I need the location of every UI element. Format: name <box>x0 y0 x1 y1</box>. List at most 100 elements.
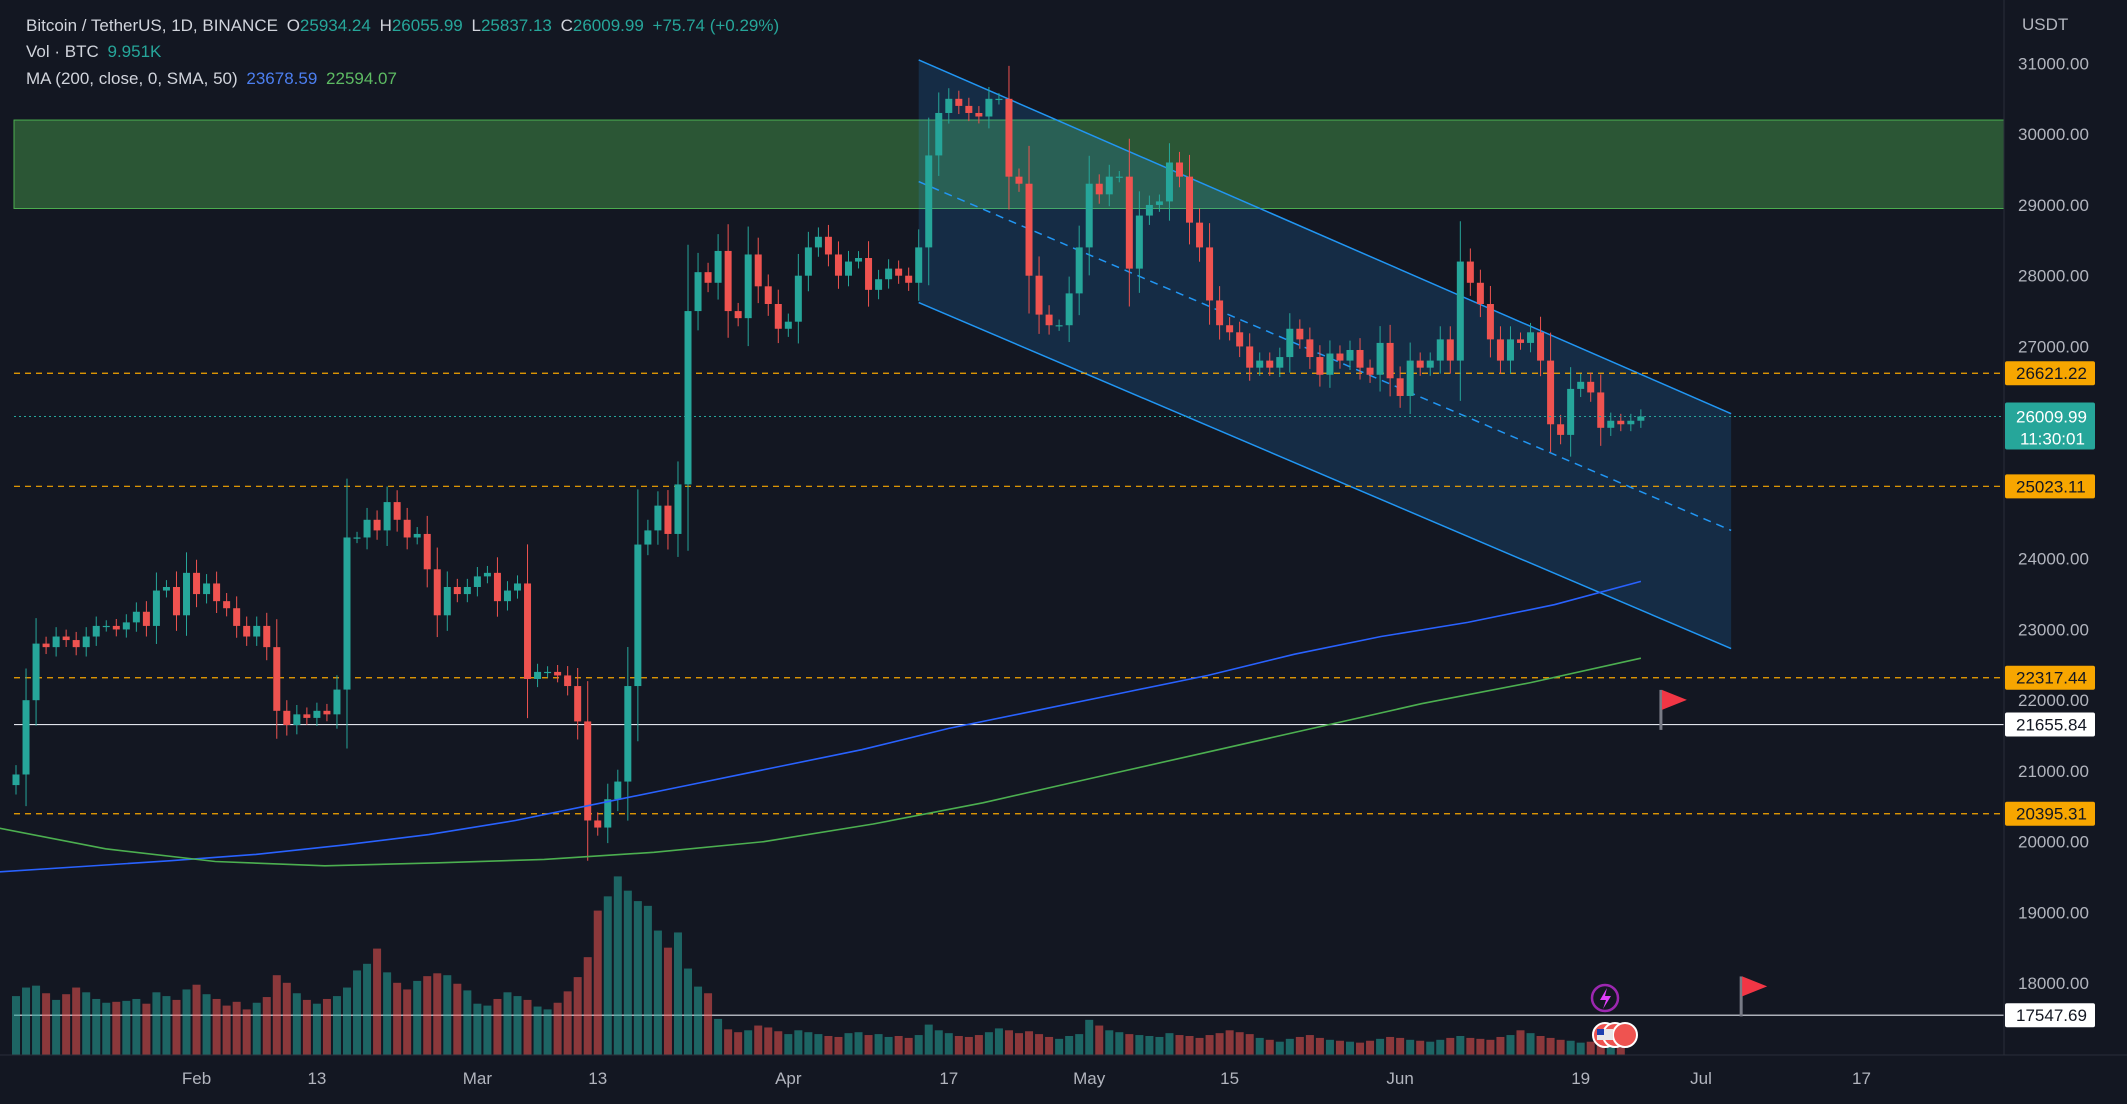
candle[interactable] <box>152 590 160 626</box>
candle[interactable] <box>1025 183 1033 276</box>
channel-middle-line[interactable] <box>918 180 1732 532</box>
candle[interactable] <box>243 625 251 637</box>
candle[interactable] <box>453 587 461 595</box>
candle[interactable] <box>62 636 70 641</box>
candle[interactable] <box>1577 381 1585 389</box>
candle[interactable] <box>1637 416 1645 421</box>
candle[interactable] <box>975 112 983 117</box>
candle[interactable] <box>1135 215 1143 269</box>
candle[interactable] <box>413 533 421 538</box>
candle[interactable] <box>1547 360 1555 425</box>
candle[interactable] <box>132 611 140 623</box>
candle[interactable] <box>1627 420 1635 425</box>
candle[interactable] <box>1226 325 1234 333</box>
candle[interactable] <box>72 640 80 648</box>
candle[interactable] <box>554 671 562 676</box>
candle[interactable] <box>473 576 481 587</box>
candle[interactable] <box>273 647 281 711</box>
candle[interactable] <box>1236 332 1244 347</box>
candle[interactable] <box>1476 282 1484 304</box>
candle[interactable] <box>1396 378 1404 396</box>
candle[interactable] <box>1055 325 1063 327</box>
candle[interactable] <box>1075 247 1083 294</box>
candle[interactable] <box>383 502 391 531</box>
candle[interactable] <box>1125 176 1133 269</box>
us-flag-icon[interactable] <box>1612 1022 1638 1048</box>
candle[interactable] <box>865 258 873 290</box>
candle[interactable] <box>915 247 923 283</box>
time-axis[interactable]: Feb 13 Mar 13 Apr 17 May 15 Jun 19 Jul 17 <box>0 1054 2127 1104</box>
candle[interactable] <box>503 590 511 602</box>
candle[interactable] <box>1095 183 1103 195</box>
candle[interactable] <box>443 587 451 616</box>
candle[interactable] <box>1266 360 1274 368</box>
candle[interactable] <box>1035 275 1043 315</box>
candle[interactable] <box>774 304 782 329</box>
candle[interactable] <box>1246 346 1254 368</box>
candle[interactable] <box>162 587 170 591</box>
candle[interactable] <box>764 286 772 304</box>
ma50-line[interactable] <box>0 657 1642 867</box>
candle[interactable] <box>524 583 532 679</box>
candle[interactable] <box>1426 360 1434 368</box>
candle[interactable] <box>42 643 50 648</box>
candle[interactable] <box>313 710 321 718</box>
candle[interactable] <box>945 98 953 113</box>
candle[interactable] <box>1065 293 1073 326</box>
candle[interactable] <box>985 98 993 117</box>
candle[interactable] <box>754 254 762 287</box>
candle[interactable] <box>1436 339 1444 361</box>
candle[interactable] <box>333 689 341 715</box>
candle[interactable] <box>263 625 271 648</box>
candle[interactable] <box>1527 332 1535 343</box>
candle[interactable] <box>905 275 913 283</box>
candle[interactable] <box>664 505 672 534</box>
candle[interactable] <box>1517 339 1524 343</box>
candle[interactable] <box>704 272 712 283</box>
candle[interactable] <box>283 710 291 725</box>
candle[interactable] <box>1276 357 1284 368</box>
candle[interactable] <box>223 601 231 609</box>
candle[interactable] <box>965 105 973 113</box>
candle[interactable] <box>12 774 20 786</box>
channel-upper-line[interactable] <box>918 59 1732 415</box>
candle[interactable] <box>193 572 201 595</box>
candle[interactable] <box>172 587 180 616</box>
candle[interactable] <box>614 781 622 800</box>
candle[interactable] <box>1587 381 1595 393</box>
candle[interactable] <box>794 275 802 322</box>
candle[interactable] <box>343 537 351 690</box>
candle[interactable] <box>1506 339 1514 361</box>
candle[interactable] <box>1175 162 1183 177</box>
candle[interactable] <box>925 155 933 248</box>
candle[interactable] <box>1015 176 1023 184</box>
candle[interactable] <box>253 625 261 637</box>
candle[interactable] <box>1346 349 1354 361</box>
candle[interactable] <box>1045 314 1053 326</box>
candle[interactable] <box>995 98 1003 101</box>
candle[interactable] <box>744 254 752 319</box>
candle[interactable] <box>1105 176 1113 195</box>
candle[interactable] <box>1446 339 1454 361</box>
candle[interactable] <box>483 572 491 577</box>
candle[interactable] <box>895 268 903 276</box>
candle[interactable] <box>92 625 100 637</box>
candle[interactable] <box>584 721 592 821</box>
candle[interactable] <box>1557 424 1565 435</box>
candle[interactable] <box>834 254 842 276</box>
candle[interactable] <box>393 502 401 520</box>
flag-icon[interactable] <box>1739 976 1768 1017</box>
flag-icon[interactable] <box>1659 689 1687 730</box>
candle[interactable] <box>1597 392 1605 428</box>
candle[interactable] <box>1496 339 1504 361</box>
price-axis[interactable]: USDT 31000.00 30000.00 29000.00 28000.00 2700… <box>2003 0 2127 1104</box>
candle[interactable] <box>1155 201 1163 205</box>
candle[interactable] <box>514 583 521 591</box>
candle[interactable] <box>724 250 732 312</box>
candle[interactable] <box>1617 420 1625 425</box>
candle[interactable] <box>82 636 90 648</box>
candle[interactable] <box>1186 176 1194 223</box>
candle[interactable] <box>734 311 742 319</box>
candle[interactable] <box>1486 304 1494 340</box>
